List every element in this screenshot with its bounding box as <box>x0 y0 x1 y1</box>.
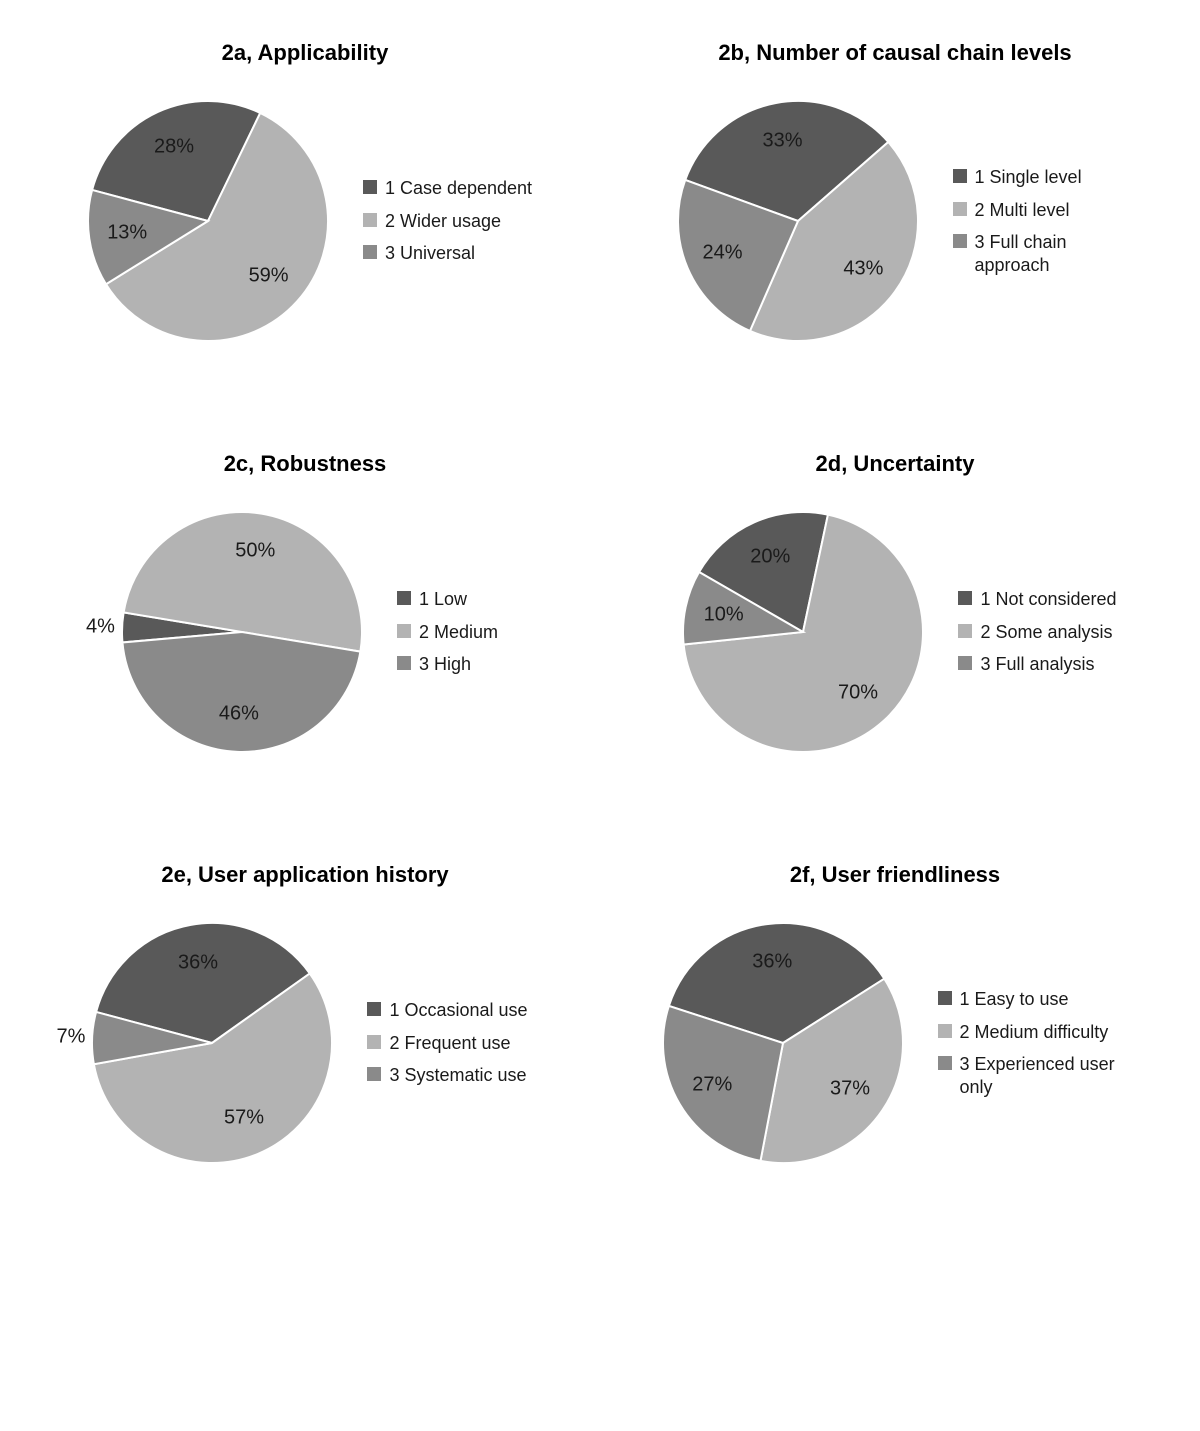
legend-item: 3 High <box>397 653 498 676</box>
chart-row: 4%50%46% 1 Low 2 Medium 3 High <box>30 502 580 762</box>
legend-item: 3 Full analysis <box>958 653 1116 676</box>
legend-item: 2 Multi level <box>953 199 1123 222</box>
legend-label: 1 Single level <box>975 166 1082 189</box>
chart-title: 2c, Robustness <box>224 451 387 477</box>
legend-swatch <box>363 213 377 227</box>
legend-swatch <box>953 234 967 248</box>
legend-item: 3 Full chain approach <box>953 231 1123 276</box>
legend-label: 3 Full chain approach <box>975 231 1123 276</box>
legend-label: 3 Full analysis <box>980 653 1094 676</box>
pie-chart <box>673 502 933 762</box>
chart-panel-causal-chain: 2b, Number of causal chain levels 33%43%2… <box>620 40 1170 351</box>
chart-legend: 1 Single level 2 Multi level 3 Full chain … <box>953 166 1123 276</box>
chart-title: 2f, User friendliness <box>790 862 1000 888</box>
legend-label: 2 Wider usage <box>385 210 501 233</box>
chart-legend: 1 Low 2 Medium 3 High <box>397 588 498 676</box>
legend-swatch <box>953 169 967 183</box>
legend-item: 3 Universal <box>363 242 532 265</box>
chart-legend: 1 Occasional use 2 Frequent use 3 Systemat… <box>367 999 527 1087</box>
legend-swatch <box>397 656 411 670</box>
pie-wrap: 36%57%7% <box>82 913 342 1173</box>
legend-label: 2 Medium <box>419 621 498 644</box>
pie-wrap: 28%59%13% <box>78 91 338 351</box>
chart-title: 2b, Number of causal chain levels <box>718 40 1071 66</box>
legend-item: 2 Wider usage <box>363 210 532 233</box>
legend-item: 2 Some analysis <box>958 621 1116 644</box>
pie-wrap: 4%50%46% <box>112 502 372 762</box>
chart-panel-user-history: 2e, User application history 36%57%7% 1 Oc… <box>30 862 580 1173</box>
chart-row: 36%57%7% 1 Occasional use 2 Frequent use 3 … <box>30 913 580 1173</box>
legend-label: 1 Not considered <box>980 588 1116 611</box>
legend-swatch <box>397 591 411 605</box>
legend-label: 1 Easy to use <box>960 988 1069 1011</box>
chart-legend: 1 Not considered 2 Some analysis 3 Full an… <box>958 588 1116 676</box>
chart-row: 33%43%24% 1 Single level 2 Multi level 3 Fu… <box>620 91 1170 351</box>
pie-wrap: 20%70%10% <box>673 502 933 762</box>
legend-swatch <box>397 624 411 638</box>
legend-swatch <box>367 1002 381 1016</box>
chart-panel-uncertainty: 2d, Uncertainty 20%70%10% 1 Not considered… <box>620 451 1170 762</box>
chart-row: 36%37%27% 1 Easy to use 2 Medium difficult… <box>620 913 1170 1173</box>
legend-item: 1 Case dependent <box>363 177 532 200</box>
legend-swatch <box>958 656 972 670</box>
chart-legend: 1 Easy to use 2 Medium difficulty 3 Experi… <box>938 988 1138 1098</box>
chart-legend: 1 Case dependent 2 Wider usage 3 Universal <box>363 177 532 265</box>
pie-wrap: 33%43%24% <box>668 91 928 351</box>
legend-swatch <box>938 991 952 1005</box>
legend-label: 1 Occasional use <box>389 999 527 1022</box>
legend-label: 2 Medium difficulty <box>960 1021 1109 1044</box>
legend-label: 2 Multi level <box>975 199 1070 222</box>
legend-item: 1 Not considered <box>958 588 1116 611</box>
legend-label: 3 Universal <box>385 242 475 265</box>
legend-swatch <box>938 1024 952 1038</box>
pie-chart <box>112 502 372 762</box>
chart-title: 2e, User application history <box>161 862 448 888</box>
legend-label: 3 Systematic use <box>389 1064 526 1087</box>
pie-chart <box>82 913 342 1173</box>
legend-swatch <box>367 1035 381 1049</box>
chart-panel-robustness: 2c, Robustness 4%50%46% 1 Low 2 Medium 3 Hig… <box>30 451 580 762</box>
chart-panel-user-friendliness: 2f, User friendliness36%37%27%1 Easy to … <box>620 862 1170 1173</box>
pie-wrap: 36%37%27% <box>653 913 913 1173</box>
legend-label: 3 High <box>419 653 471 676</box>
legend-item: 3 Experienced user only <box>938 1053 1138 1098</box>
pie-chart <box>668 91 928 351</box>
legend-label: 3 Experienced user only <box>960 1053 1138 1098</box>
chart-title: 2a, Applicability <box>222 40 389 66</box>
legend-label: 1 Case dependent <box>385 177 532 200</box>
slice-percentage-label: 4% <box>86 615 115 638</box>
legend-label: 2 Frequent use <box>389 1032 510 1055</box>
chart-title: 2d, Uncertainty <box>816 451 975 477</box>
legend-item: 3 Systematic use <box>367 1064 527 1087</box>
legend-swatch <box>958 591 972 605</box>
legend-swatch <box>938 1056 952 1070</box>
chart-row: 28%59%13% 1 Case dependent 2 Wider usage 3 … <box>30 91 580 351</box>
legend-label: 1 Low <box>419 588 467 611</box>
legend-swatch <box>367 1067 381 1081</box>
legend-item: 1 Single level <box>953 166 1123 189</box>
legend-item: 2 Medium <box>397 621 498 644</box>
legend-label: 2 Some analysis <box>980 621 1112 644</box>
legend-swatch <box>363 180 377 194</box>
slice-percentage-label: 7% <box>57 1026 86 1049</box>
legend-item: 1 Occasional use <box>367 999 527 1022</box>
pie-slice <box>122 632 360 752</box>
pie-chart <box>78 91 338 351</box>
chart-panel-applicability: 2a, Applicability 28%59%13% 1 Case depende… <box>30 40 580 351</box>
legend-item: 1 Low <box>397 588 498 611</box>
legend-item: 1 Easy to use <box>938 988 1138 1011</box>
legend-swatch <box>958 624 972 638</box>
charts-grid: 2a, Applicability 28%59%13% 1 Case depende… <box>30 40 1170 1173</box>
legend-item: 2 Frequent use <box>367 1032 527 1055</box>
chart-row: 20%70%10% 1 Not considered 2 Some analysis… <box>620 502 1170 762</box>
legend-item: 2 Medium difficulty <box>938 1021 1138 1044</box>
pie-chart <box>653 913 913 1173</box>
legend-swatch <box>953 202 967 216</box>
legend-swatch <box>363 245 377 259</box>
